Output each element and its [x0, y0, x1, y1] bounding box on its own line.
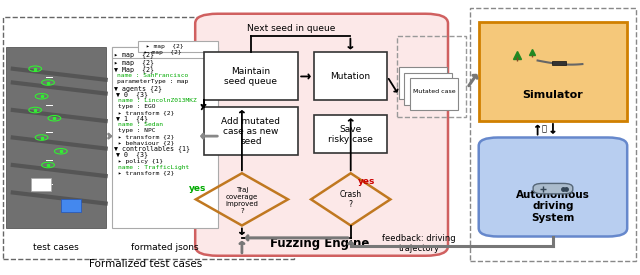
Text: ▸ transform {2}: ▸ transform {2} [118, 171, 175, 176]
Text: name : Sedan: name : Sedan [118, 122, 163, 127]
Bar [410, 78, 458, 110]
Text: Add mutated
case as new
seed: Add mutated case as new seed [221, 117, 280, 146]
Text: ▼ Map  {2}: ▼ Map {2} [114, 66, 154, 73]
Text: Mutation: Mutation [330, 72, 371, 81]
Text: Mu
ca: Mu ca [424, 79, 433, 89]
FancyBboxPatch shape [195, 14, 448, 256]
Text: feedback: driving
trajectory: feedback: driving trajectory [382, 234, 456, 253]
Text: yes: yes [358, 177, 376, 186]
Bar [204, 52, 298, 100]
Text: yes: yes [189, 184, 207, 193]
Text: ▼ agents {2}: ▼ agents {2} [114, 85, 162, 92]
Text: formated jsons: formated jsons [131, 243, 199, 252]
Text: ⛓: ⛓ [541, 125, 547, 134]
Text: Fuzzing Engine: Fuzzing Engine [270, 237, 370, 250]
Bar [112, 47, 218, 58]
Text: Simulator: Simulator [523, 90, 583, 100]
Text: ▸ transform {2}: ▸ transform {2} [118, 134, 175, 139]
Bar [138, 41, 218, 52]
Text: ▼ controllables {1}: ▼ controllables {1} [114, 146, 190, 152]
FancyBboxPatch shape [533, 183, 573, 194]
Text: Mutated case: Mutated case [413, 89, 456, 94]
Bar [112, 47, 218, 228]
Text: Next seed in queue: Next seed in queue [247, 24, 335, 33]
Text: Traj
coverage
improved
?: Traj coverage improved ? [225, 187, 259, 214]
Bar [479, 22, 627, 121]
Text: test cases: test cases [33, 243, 79, 252]
Text: Crash
?: Crash ? [340, 190, 362, 209]
Text: ▼ 0  {3}: ▼ 0 {3} [116, 91, 148, 98]
Text: Autonomous
driving
System: Autonomous driving System [516, 190, 590, 223]
Bar [31, 178, 51, 191]
Bar [397, 36, 466, 117]
Bar [314, 52, 387, 100]
Text: ▼ 1  {4}: ▼ 1 {4} [116, 116, 148, 122]
Text: name : TrafficLight: name : TrafficLight [118, 165, 189, 170]
Bar [404, 73, 452, 104]
Bar [3, 16, 294, 258]
FancyBboxPatch shape [479, 138, 627, 236]
Text: parameterType : map: parameterType : map [117, 79, 188, 84]
Text: type : EGO: type : EGO [118, 104, 156, 109]
Text: ▸ map  {2}: ▸ map {2} [114, 59, 154, 66]
Bar [314, 116, 387, 153]
Bar [470, 8, 636, 261]
Text: Formalized test cases: Formalized test cases [90, 259, 202, 269]
Text: name : SanFrancisco: name : SanFrancisco [117, 73, 188, 78]
Text: name : LincolnZ013MKZ: name : LincolnZ013MKZ [118, 98, 197, 103]
Bar [399, 67, 447, 99]
Text: ▼ 0  {3}: ▼ 0 {3} [116, 152, 148, 158]
Bar [6, 47, 106, 228]
Text: ▸ map  {2}: ▸ map {2} [146, 44, 183, 49]
Text: type : NPC: type : NPC [118, 128, 156, 133]
Text: ▸ policy {1}: ▸ policy {1} [118, 159, 163, 164]
Text: ▸ map  {2}: ▸ map {2} [114, 52, 154, 58]
Text: Save
risky case: Save risky case [328, 125, 373, 144]
Text: Maintain
seed queue: Maintain seed queue [225, 67, 277, 86]
Bar [204, 107, 298, 155]
Text: ▸ map  {2}: ▸ map {2} [143, 50, 181, 55]
Bar [552, 61, 566, 65]
Text: ▸ transform {2}: ▸ transform {2} [118, 110, 175, 115]
Bar [61, 199, 81, 212]
Text: Mu
ca: Mu ca [419, 73, 427, 84]
Text: ▸ behaviour {2}: ▸ behaviour {2} [118, 140, 175, 145]
